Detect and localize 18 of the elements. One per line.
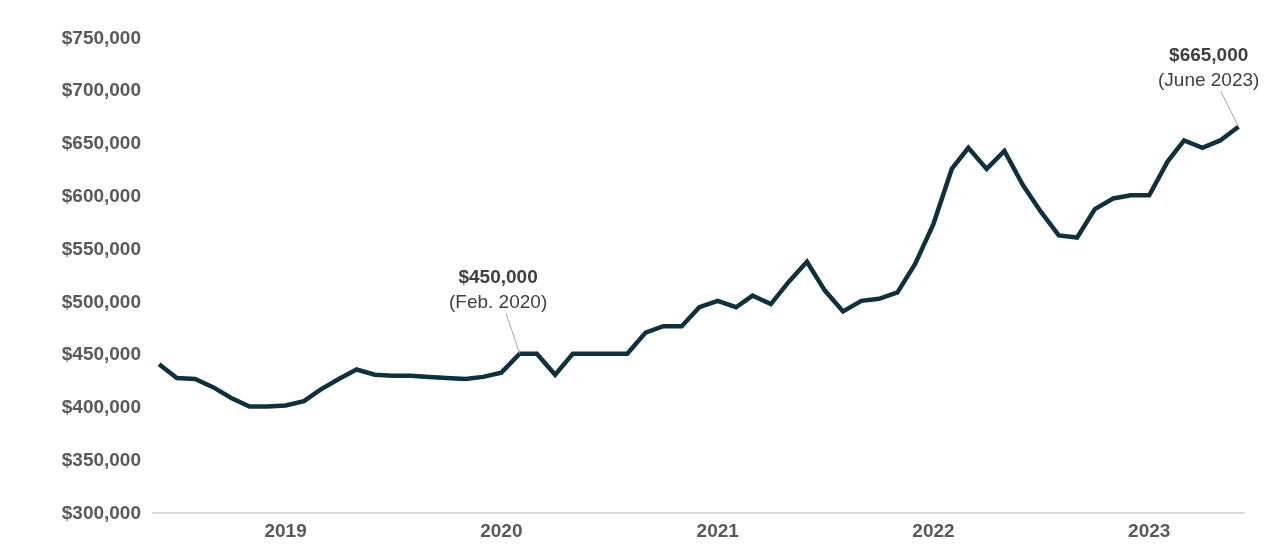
- y-tick-label: $500,000: [61, 290, 141, 312]
- y-tick-label: $600,000: [61, 184, 141, 206]
- annotation: $665,000 (June 2023): [1158, 44, 1260, 90]
- x-tick-label: 2022: [912, 519, 955, 541]
- annotation: $450,000 (Feb. 2020): [449, 266, 548, 312]
- y-tick-label: $650,000: [61, 132, 141, 154]
- y-tick-label: $450,000: [61, 343, 141, 365]
- x-tick-label: 2021: [696, 519, 740, 541]
- x-tick-label: 2019: [264, 519, 307, 541]
- y-tick-label: $400,000: [61, 396, 141, 418]
- y-tick-label: $300,000: [61, 501, 141, 523]
- y-tick-label: $700,000: [61, 79, 141, 101]
- y-tick-label: $750,000: [61, 26, 141, 48]
- x-tick-label: 2023: [1128, 519, 1171, 541]
- y-tick-label: $350,000: [61, 448, 141, 470]
- x-tick-label: 2020: [480, 519, 523, 541]
- line-series: [156, 124, 1241, 409]
- y-tick-label: $550,000: [61, 237, 141, 259]
